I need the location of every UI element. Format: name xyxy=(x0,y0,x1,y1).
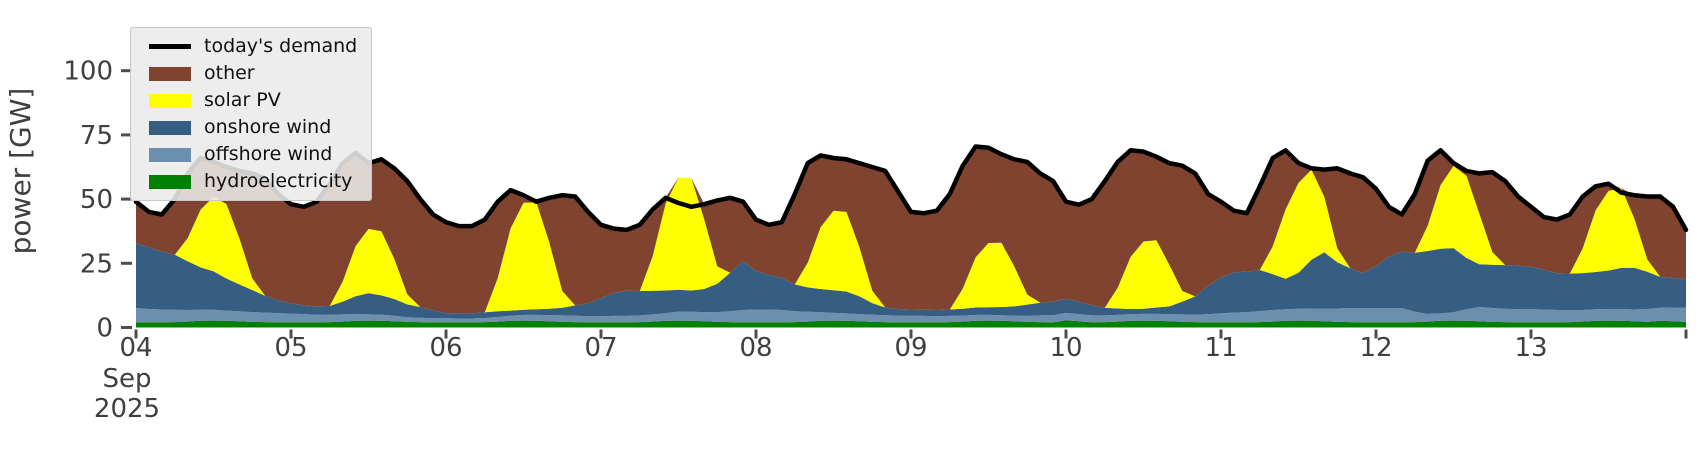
y-axis-title: power [GW] xyxy=(4,88,37,255)
stacked-areas xyxy=(136,146,1686,328)
area-hydroelectricity xyxy=(136,320,1686,328)
solar-area-swatch xyxy=(149,93,191,108)
demand-line-group xyxy=(133,144,1689,233)
chart-legend: today's demand other solar PV onshore wi… xyxy=(130,27,373,201)
y-tick-mark xyxy=(121,133,132,137)
x-tick-label: 07 xyxy=(584,333,617,363)
legend-item-solar: solar PV xyxy=(149,89,357,112)
x-tick-label: 11 xyxy=(1204,333,1237,363)
x-tick-mark xyxy=(1374,329,1378,339)
area-offshore-wind xyxy=(136,307,1686,323)
x-tick-mark xyxy=(909,329,913,339)
axis-ticks xyxy=(121,69,1688,339)
x-tick-mark xyxy=(1064,329,1068,339)
x-tick-label: 04 xyxy=(119,333,152,363)
other-area-swatch xyxy=(149,66,191,81)
y-tick-label: 25 xyxy=(80,249,113,279)
legend-label: hydroelectricity xyxy=(204,170,353,192)
legend-item-other: other xyxy=(149,62,357,85)
legend-label: onshore wind xyxy=(204,116,332,138)
legend-item-onshore-wind: onshore wind xyxy=(149,116,357,139)
y-tick-mark xyxy=(121,326,132,329)
x-tick-mark xyxy=(1529,329,1533,339)
axis-tick-labels: 0 25 50 75 100 04 05 06 07 08 09 10 11 12 13 xyxy=(63,57,1547,363)
x-tick-mark xyxy=(1219,329,1223,339)
x-tick-mark xyxy=(289,329,293,339)
legend-item-demand: today's demand xyxy=(149,35,357,58)
legend-item-offshore-wind: offshore wind xyxy=(149,143,357,166)
legend-label: other xyxy=(204,62,255,84)
demand-line xyxy=(133,144,1689,233)
y-tick-label: 100 xyxy=(63,57,113,87)
x-tick-label: 08 xyxy=(739,333,772,363)
demand-line-swatch xyxy=(149,44,191,49)
offshore-wind-area-swatch xyxy=(149,147,191,162)
y-tick-mark xyxy=(121,261,132,265)
hydro-area-swatch xyxy=(149,174,191,189)
x-axis-year-label: 2025 xyxy=(94,394,160,424)
x-tick-mark xyxy=(599,329,603,339)
x-tick-label: 12 xyxy=(1359,333,1392,363)
y-tick-mark xyxy=(121,197,132,201)
x-tick-label: 13 xyxy=(1514,333,1547,363)
legend-label: offshore wind xyxy=(204,143,333,165)
x-tick-mark xyxy=(444,329,448,339)
onshore-wind-area-swatch xyxy=(149,120,191,135)
x-tick-mark xyxy=(754,329,758,339)
x-tick-label: 10 xyxy=(1049,333,1082,363)
x-tick-mark xyxy=(134,329,138,339)
x-tick-label: 05 xyxy=(274,333,307,363)
y-tick-label: 0 xyxy=(96,314,113,344)
y-tick-mark xyxy=(121,69,132,73)
legend-label: today's demand xyxy=(204,35,358,57)
legend-label: solar PV xyxy=(204,89,281,111)
area-onshore-wind xyxy=(136,243,1686,319)
x-tick-label: 09 xyxy=(894,333,927,363)
y-tick-label: 50 xyxy=(80,185,113,215)
legend-item-hydro: hydroelectricity xyxy=(149,170,357,193)
x-tick-mark xyxy=(1684,329,1688,339)
x-tick-label: 06 xyxy=(429,333,462,363)
y-tick-label: 75 xyxy=(80,121,113,151)
area-other xyxy=(136,146,1686,314)
area-solar-PV xyxy=(136,166,1686,314)
x-axis-month-label: Sep xyxy=(102,364,151,394)
